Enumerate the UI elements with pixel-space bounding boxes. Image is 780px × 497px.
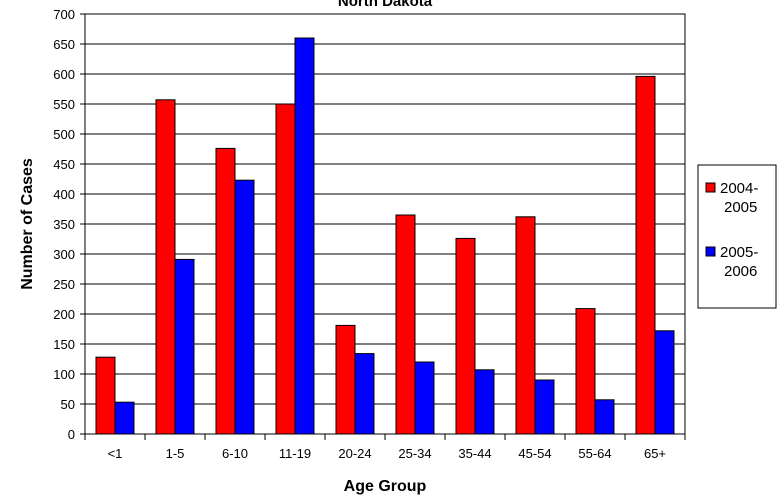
y-tick-label: 150 bbox=[53, 337, 75, 352]
y-tick-label: 650 bbox=[53, 37, 75, 52]
bar-series1-0 bbox=[95, 356, 116, 435]
legend-label-2: 2005-2006 bbox=[720, 244, 758, 280]
bar-series1-1 bbox=[155, 99, 176, 435]
x-tick-label: 35-44 bbox=[458, 446, 491, 461]
y-axis: 0 50 100 150 200 250 300 350 400 450 500 550 600 650 7… bbox=[53, 7, 85, 442]
bar-series1-2 bbox=[215, 147, 236, 435]
y-tick-label: 300 bbox=[53, 247, 75, 262]
bar-series1-9 bbox=[635, 75, 656, 435]
bar-series2-4 bbox=[354, 353, 375, 435]
y-tick-label: 450 bbox=[53, 157, 75, 172]
y-tick-label: 50 bbox=[61, 397, 75, 412]
bar-series2-2 bbox=[234, 179, 255, 435]
bar-series2-6 bbox=[474, 369, 495, 435]
y-tick-label: 250 bbox=[53, 277, 75, 292]
y-tick-label: 200 bbox=[53, 307, 75, 322]
y-tick-label: 100 bbox=[53, 367, 75, 382]
bar-series2-0 bbox=[114, 401, 135, 435]
bar-series2-9 bbox=[654, 330, 675, 435]
x-tick-label: 25-34 bbox=[398, 446, 431, 461]
x-tick-label: 20-24 bbox=[338, 446, 371, 461]
legend-swatch-1 bbox=[705, 182, 716, 193]
x-tick-label: 65+ bbox=[644, 446, 666, 461]
bar-series1-3 bbox=[275, 103, 296, 435]
bar-series1-4 bbox=[335, 324, 356, 435]
legend: 2004-2005 2005-2006 bbox=[697, 164, 777, 309]
bar-series2-3 bbox=[294, 37, 315, 435]
x-axis-title: Age Group bbox=[344, 478, 427, 495]
x-tick-label: 11-19 bbox=[279, 446, 311, 461]
bar-series2-5 bbox=[414, 361, 435, 435]
bar-series2-7 bbox=[534, 379, 555, 435]
x-tick-label: <1 bbox=[108, 446, 123, 461]
x-tick-label: 55-64 bbox=[578, 446, 611, 461]
legend-swatch-2 bbox=[705, 246, 716, 257]
x-axis: <1 1-5 6-10 11-19 20-24 25-34 35-44 45-54 55-64 6… bbox=[84, 434, 686, 461]
x-tick-label: 6-10 bbox=[222, 446, 248, 461]
x-tick-label: 45-54 bbox=[518, 446, 551, 461]
bar-series1-8 bbox=[575, 308, 596, 435]
y-tick-label: 600 bbox=[53, 67, 75, 82]
chart-title: North Dakota bbox=[338, 0, 433, 10]
x-tick-label: 1-5 bbox=[166, 446, 185, 461]
y-tick-label: 550 bbox=[53, 97, 75, 112]
y-tick-label: 0 bbox=[68, 427, 75, 442]
y-tick-label: 500 bbox=[53, 127, 75, 142]
bar-series2-8 bbox=[594, 399, 615, 435]
y-tick-label: 350 bbox=[53, 217, 75, 232]
y-tick-label: 700 bbox=[53, 7, 75, 22]
y-tick-label: 400 bbox=[53, 187, 75, 202]
bar-series1-5 bbox=[395, 214, 416, 435]
y-axis-title: Number of Cases bbox=[19, 158, 36, 290]
bar-series1-7 bbox=[515, 216, 536, 435]
bar-series2-1 bbox=[174, 258, 195, 435]
bar-series1-6 bbox=[455, 237, 476, 435]
legend-label-1: 2004-2005 bbox=[720, 180, 758, 216]
bars bbox=[95, 37, 675, 435]
